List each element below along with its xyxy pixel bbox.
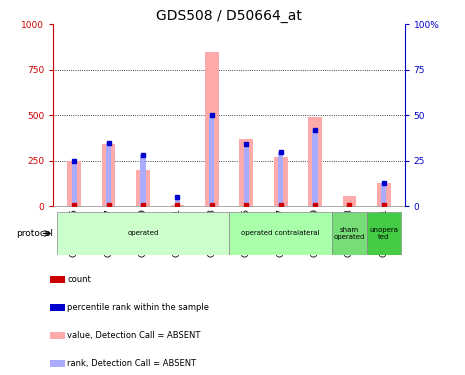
Text: rank, Detection Call = ABSENT: rank, Detection Call = ABSENT [67,359,196,368]
Bar [102,144,115,206]
Bar [50,332,65,339]
Title: GDS508 / D50664_at: GDS508 / D50664_at [156,9,302,23]
Text: sham
operated: sham operated [334,227,365,240]
Bar [72,161,77,206]
Bar [239,139,253,206]
Text: value, Detection Call = ABSENT: value, Detection Call = ABSENT [67,331,200,340]
Bar [106,142,111,206]
Bar [381,183,386,206]
Text: operated: operated [127,230,159,237]
Bar [50,304,65,311]
Bar [209,116,214,206]
Text: operated contralateral: operated contralateral [241,230,320,237]
Text: percentile rank within the sample: percentile rank within the sample [67,303,209,312]
FancyBboxPatch shape [332,212,367,255]
FancyBboxPatch shape [229,212,332,255]
Bar [377,183,391,206]
FancyBboxPatch shape [367,212,401,255]
Bar [343,196,356,206]
Bar [274,157,287,206]
Text: count: count [67,275,91,284]
Text: protocol: protocol [16,229,53,238]
Bar [140,155,146,206]
Bar [50,360,65,367]
Bar [50,276,65,283]
Bar [308,117,322,206]
Bar [312,130,318,206]
Bar [67,161,81,206]
FancyBboxPatch shape [57,212,229,255]
Bar [136,170,150,206]
Bar [244,144,249,206]
Text: unopera
ted: unopera ted [369,227,399,240]
Bar [175,197,180,206]
Bar [278,152,283,206]
Bar [205,52,219,206]
